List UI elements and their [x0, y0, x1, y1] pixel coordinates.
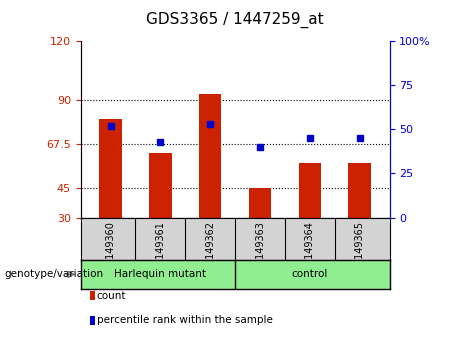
Text: count: count [97, 291, 126, 301]
Text: GSM149364: GSM149364 [305, 221, 315, 280]
Bar [299, 162, 321, 218]
Text: genotype/variation: genotype/variation [5, 269, 104, 279]
Text: GDS3365 / 1447259_at: GDS3365 / 1447259_at [146, 11, 324, 28]
Text: GSM149363: GSM149363 [255, 221, 265, 280]
Text: control: control [292, 269, 328, 279]
Text: GSM149362: GSM149362 [205, 221, 215, 280]
Bar [349, 162, 371, 218]
Text: GSM149365: GSM149365 [355, 221, 365, 280]
Bar [149, 153, 171, 218]
Bar [100, 119, 122, 218]
Text: percentile rank within the sample: percentile rank within the sample [97, 315, 273, 325]
Bar [199, 94, 221, 218]
Text: GSM149361: GSM149361 [155, 221, 165, 280]
Text: Harlequin mutant: Harlequin mutant [114, 269, 207, 279]
Text: GSM149360: GSM149360 [106, 221, 116, 280]
Bar [249, 188, 271, 218]
